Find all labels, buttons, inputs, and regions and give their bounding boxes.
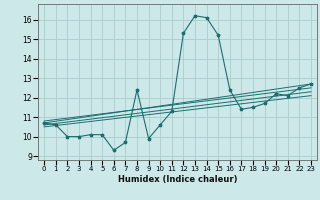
X-axis label: Humidex (Indice chaleur): Humidex (Indice chaleur): [118, 175, 237, 184]
